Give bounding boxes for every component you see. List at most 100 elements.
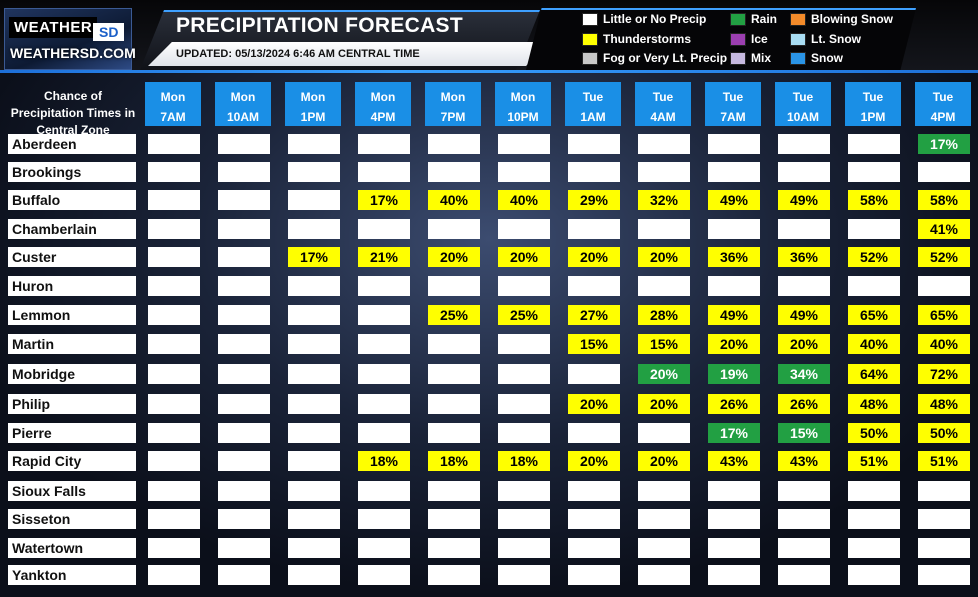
forecast-cell: 52% [848,247,900,267]
town-label: Chamberlain [8,219,136,239]
forecast-cell [638,162,690,182]
column-time: 4PM [930,110,956,124]
column-day: Mon [510,90,536,104]
forecast-cell [848,538,900,558]
forecast-cell: 43% [778,451,830,471]
forecast-cell [428,219,480,239]
forecast-cell [148,423,200,443]
forecast-cell [288,451,340,471]
town-label: Martin [8,334,136,354]
forecast-cell: 51% [918,451,970,471]
column-header: Mon 7PM [425,82,481,126]
forecast-cell [848,219,900,239]
town-label: Brookings [8,162,136,182]
forecast-cell: 32% [638,190,690,210]
legend-label: Rain [751,12,778,26]
forecast-cell: 20% [778,334,830,354]
forecast-cell [358,509,410,529]
column-day: Tue [932,90,954,104]
column-day: Tue [652,90,674,104]
column-header: Mon 1PM [285,82,341,126]
legend-label: Blowing Snow [811,12,893,26]
town-label: Watertown [8,538,136,558]
town-label: Rapid City [8,451,136,471]
forecast-cell: 40% [428,190,480,210]
forecast-cell: 41% [918,219,970,239]
forecast-cell: 20% [638,394,690,414]
forecast-cell [918,162,970,182]
column-time: 1AM [580,110,606,124]
forecast-cell [358,334,410,354]
forecast-cell [148,276,200,296]
forecast-cell [778,565,830,585]
forecast-cell [638,276,690,296]
forecast-cell: 52% [918,247,970,267]
updated-bar [148,42,546,66]
column-day: Tue [792,90,814,104]
forecast-cell [288,565,340,585]
logo[interactable]: WEATHER SD WEATHERSD.COM [4,8,136,70]
forecast-cell: 20% [638,451,690,471]
forecast-cell [428,423,480,443]
column-header: Tue 4AM [635,82,691,126]
forecast-cell: 27% [568,305,620,325]
forecast-cell [148,247,200,267]
column-day: Mon [370,90,396,104]
forecast-cell [218,394,270,414]
forecast-cell [568,509,620,529]
forecast-cell [638,134,690,154]
forecast-cell [218,334,270,354]
forecast-cell: 15% [778,423,830,443]
forecast-cell [568,276,620,296]
forecast-cell [498,565,550,585]
forecast-cell [638,565,690,585]
forecast-cell [848,481,900,501]
forecast-cell [218,538,270,558]
forecast-cell [218,451,270,471]
town-label: Huron [8,276,136,296]
forecast-cell [498,423,550,443]
forecast-cell [568,134,620,154]
forecast-cell [708,565,760,585]
forecast-cell [428,538,480,558]
legend-swatch [582,51,598,65]
column-header: Mon 7AM [145,82,201,126]
forecast-cell: 21% [358,247,410,267]
forecast-cell: 18% [428,451,480,471]
forecast-cell [358,538,410,558]
legend-label: Fog or Very Lt. Precip [603,51,728,65]
forecast-cell [568,481,620,501]
forecast-cell: 72% [918,364,970,384]
town-label: Aberdeen [8,134,136,154]
forecast-cell: 18% [498,451,550,471]
forecast-cell [918,276,970,296]
forecast-cell: 25% [428,305,480,325]
logo-sd-badge: SD [93,23,125,41]
legend-swatch [730,12,746,26]
forecast-cell: 58% [918,190,970,210]
logo-site-text: WEATHERSD.COM [10,45,136,61]
forecast-cell [218,364,270,384]
legend-swatch [582,12,598,26]
forecast-cell: 18% [358,451,410,471]
forecast-cell [288,394,340,414]
forecast-cell: 49% [708,190,760,210]
column-day: Mon [230,90,256,104]
forecast-cell [848,134,900,154]
forecast-cell [778,481,830,501]
forecast-cell [358,423,410,443]
forecast-cell [218,423,270,443]
forecast-cell [778,219,830,239]
forecast-cell [918,565,970,585]
forecast-cell [218,247,270,267]
legend-label: Lt. Snow [811,32,861,46]
forecast-cell [778,162,830,182]
forecast-cell: 20% [708,334,760,354]
forecast-cell [148,305,200,325]
forecast-cell: 20% [568,247,620,267]
header-accent-stripe [0,70,978,73]
forecast-cell: 49% [778,305,830,325]
forecast-cell: 65% [918,305,970,325]
page-title: PRECIPITATION FORECAST [176,14,463,37]
column-header: Tue 1AM [565,82,621,126]
